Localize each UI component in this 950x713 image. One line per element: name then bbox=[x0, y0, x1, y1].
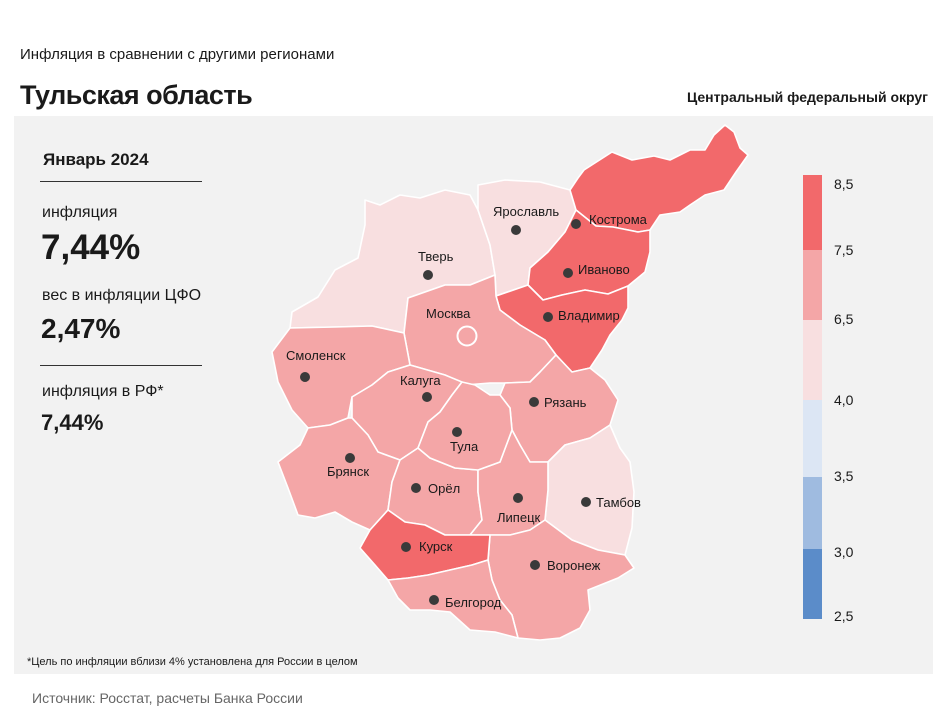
region-belgorod[interactable] bbox=[387, 559, 519, 639]
city-label-kaluga: Калуга bbox=[400, 373, 441, 388]
city-label-ivanovo: Иваново bbox=[578, 262, 630, 277]
city-dot-smolensk bbox=[300, 372, 310, 382]
period-label: Январь 2024 bbox=[43, 150, 149, 169]
city-label-moscow: Москва bbox=[426, 306, 471, 321]
city-dot-bryansk bbox=[345, 453, 355, 463]
city-label-yaroslavl: Ярославль bbox=[493, 204, 559, 219]
legend: 8,5 7,5 6,5 4,0 3,5 3,0 2,5 bbox=[803, 175, 854, 624]
weight-label: вес в инфляции ЦФО bbox=[42, 287, 202, 304]
rf-inflation-value: 7,44% bbox=[41, 410, 104, 435]
legend-band-6-5-7-5 bbox=[803, 250, 822, 320]
city-label-kursk: Курск bbox=[419, 539, 453, 554]
city-label-kostroma: Кострома bbox=[589, 212, 648, 227]
city-dot-orel bbox=[411, 483, 421, 493]
district-label: Центральный федеральный округ bbox=[686, 89, 928, 105]
region-tula[interactable] bbox=[417, 381, 513, 471]
legend-tick: 6,5 bbox=[834, 311, 854, 327]
source-note: Источник: Росстат, расчеты Банка России bbox=[32, 690, 303, 706]
legend-band-3-5-4-0 bbox=[803, 400, 822, 477]
legend-band-2-5-3-0 bbox=[803, 549, 822, 619]
city-label-tver: Тверь bbox=[418, 249, 454, 264]
city-label-tambov: Тамбов bbox=[596, 495, 641, 510]
city-dot-tula bbox=[452, 427, 462, 437]
legend-tick: 4,0 bbox=[834, 392, 854, 408]
city-dot-tver bbox=[423, 270, 433, 280]
legend-tick: 2,5 bbox=[834, 608, 854, 624]
page-subtitle: Инфляция в сравнении с другими регионами bbox=[20, 46, 335, 63]
city-dot-kaluga bbox=[422, 392, 432, 402]
legend-band-7-5-8-5 bbox=[803, 175, 822, 250]
city-dot-kursk bbox=[401, 542, 411, 552]
city-label-bryansk: Брянск bbox=[327, 464, 369, 479]
city-dot-yaroslavl bbox=[511, 225, 521, 235]
inflation-value: 7,44% bbox=[41, 228, 141, 267]
rf-inflation-label: инфляция в РФ* bbox=[42, 383, 164, 400]
city-dot-ryazan bbox=[529, 397, 539, 407]
legend-tick: 3,0 bbox=[834, 544, 854, 560]
city-label-ryazan: Рязань bbox=[544, 395, 587, 410]
city-dot-kostroma bbox=[571, 219, 581, 229]
weight-value: 2,47% bbox=[41, 313, 121, 344]
city-label-voronezh: Воронеж bbox=[547, 558, 601, 573]
city-dot-tambov bbox=[581, 497, 591, 507]
city-label-lipetsk: Липецк bbox=[497, 510, 541, 525]
inflation-label: инфляция bbox=[42, 204, 118, 221]
city-dot-vladimir bbox=[543, 312, 553, 322]
city-dot-belgorod bbox=[429, 595, 439, 605]
city-dot-voronezh bbox=[530, 560, 540, 570]
city-label-vladimir: Владимир bbox=[558, 308, 620, 323]
divider bbox=[40, 365, 202, 366]
legend-band-4-0-6-5 bbox=[803, 320, 822, 400]
city-dot-lipetsk bbox=[513, 493, 523, 503]
legend-tick: 8,5 bbox=[834, 176, 854, 192]
city-label-smolensk: Смоленск bbox=[286, 348, 346, 363]
city-label-belgorod: Белгород bbox=[445, 595, 502, 610]
footnote: *Цель по инфляции вблизи 4% установлена … bbox=[27, 656, 358, 668]
city-label-orel: Орёл bbox=[428, 481, 460, 496]
page-title: Тульская область bbox=[20, 80, 253, 110]
divider bbox=[40, 181, 202, 182]
city-markers bbox=[300, 219, 591, 605]
legend-tick: 7,5 bbox=[834, 242, 854, 258]
moscow-city-marker bbox=[456, 325, 478, 347]
city-dot-ivanovo bbox=[563, 268, 573, 278]
legend-band-3-0-3-5 bbox=[803, 477, 822, 549]
legend-tick: 3,5 bbox=[834, 468, 854, 484]
city-label-tula: Тула bbox=[450, 439, 479, 454]
